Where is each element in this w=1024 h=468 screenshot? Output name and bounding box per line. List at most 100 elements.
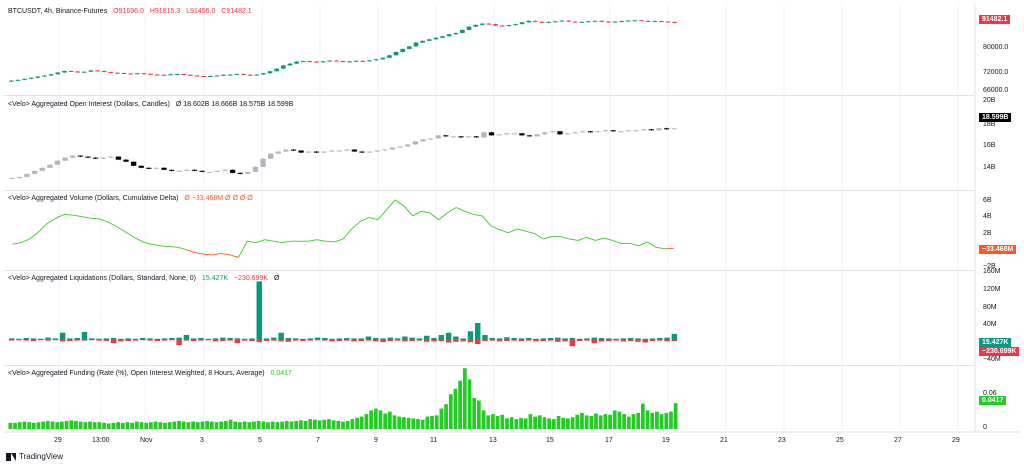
funding-bar <box>453 388 458 429</box>
funding-bar <box>45 420 50 429</box>
oi-candle-body <box>496 134 502 136</box>
liq-long-bar <box>380 338 386 340</box>
price-candle-body <box>241 74 246 76</box>
liq-short-bar <box>387 339 394 341</box>
liq-long-bar <box>576 338 583 340</box>
funding-bar <box>650 412 655 429</box>
liq-short-bar <box>271 339 277 341</box>
liq-short-bar <box>147 339 153 341</box>
price-candle-body <box>108 71 114 73</box>
ohlc-close: C91482.1 <box>221 8 252 15</box>
liq-short-bar <box>416 339 423 341</box>
price-candle-body <box>35 76 41 78</box>
oi-legend-values: Ø 18.602B 18.666B 18.575B 18.599B <box>175 101 294 108</box>
delta-line-segment <box>586 236 596 241</box>
funding-bar <box>350 419 355 429</box>
oi-candle-body <box>359 151 365 153</box>
pane-divider[interactable] <box>4 365 974 366</box>
pane-divider[interactable] <box>4 95 974 96</box>
funding-bar <box>270 421 275 429</box>
oi-candle-body <box>130 161 137 166</box>
liq-short-bar <box>59 339 66 342</box>
liq-short-bar <box>642 339 648 343</box>
oi-candle-body <box>511 133 517 135</box>
price-candle-body <box>188 74 193 76</box>
tradingview-logo-icon <box>6 452 16 461</box>
delta-line-segment <box>186 249 196 254</box>
delta-line-segment <box>481 215 492 227</box>
liq-short-bar <box>489 339 496 341</box>
oi-candle-body <box>351 149 358 152</box>
liq-long-bar <box>511 338 517 340</box>
price-candle-body <box>247 74 253 76</box>
liq-short-bar <box>292 339 299 341</box>
liq-long-bar <box>424 335 430 340</box>
price-candle-body <box>148 73 153 75</box>
liq-short-bar <box>525 339 532 341</box>
liq-short-bar <box>482 339 488 341</box>
price-candle-body <box>327 60 333 62</box>
liq-short-bar <box>74 339 80 341</box>
oi-candle-body <box>115 156 122 160</box>
delta-line-segment <box>229 254 239 258</box>
pane-divider[interactable] <box>4 190 974 191</box>
price-candle-body <box>320 61 326 63</box>
x-tick: 21 <box>720 437 728 444</box>
liq-long-bar <box>525 338 532 340</box>
liq-short-bar <box>635 339 641 342</box>
pane-divider[interactable] <box>4 270 974 271</box>
ohlc-high: H91815.3 <box>149 8 181 15</box>
price-candle-body <box>400 48 406 52</box>
funding-bar <box>655 411 659 429</box>
liq-short-bar <box>329 339 335 342</box>
price-candle-body <box>353 60 359 62</box>
oi-candle-body <box>62 157 68 161</box>
funding-bar <box>322 419 327 429</box>
liq-short-bar <box>620 339 627 342</box>
oi-candle-body <box>420 139 426 142</box>
funding-bar <box>542 417 547 429</box>
liq-short-bar <box>125 339 131 341</box>
liq-long-bar <box>664 337 670 340</box>
funding-bar <box>256 420 261 429</box>
price-tick: 80000.0 <box>983 44 1009 51</box>
funding-bar <box>261 421 266 429</box>
delta-line-segment <box>46 217 57 224</box>
funding-bar <box>233 421 238 429</box>
volume-tick: 6B <box>983 197 992 204</box>
delta-line-segment <box>403 205 413 217</box>
liq-long-bar <box>591 337 597 340</box>
liq-short-bar <box>649 339 656 341</box>
funding-bar <box>622 414 626 429</box>
oi-candle-body <box>580 131 586 133</box>
oi-candle-body <box>283 149 289 152</box>
tradingview-logo[interactable]: TradingView <box>6 452 63 461</box>
price-candle-body <box>201 76 207 78</box>
liq-long-bar <box>620 338 627 340</box>
oi-candle-body <box>184 169 190 171</box>
price-candle-body <box>154 74 160 76</box>
liq-short-bar <box>591 339 597 344</box>
price-candle-body <box>181 74 187 76</box>
funding-bar <box>219 421 224 429</box>
funding-bar <box>486 415 491 429</box>
oi-candle-body <box>207 171 213 173</box>
oi-candle-body <box>427 138 434 140</box>
delta-line-segment <box>81 216 91 219</box>
oi-candle-body <box>473 136 479 138</box>
funding-bar <box>64 420 69 429</box>
price-candle-body <box>493 24 498 26</box>
liq-short-bar <box>343 339 350 341</box>
price-candle-body <box>599 20 605 22</box>
liq-short-bar <box>52 339 59 341</box>
funding-bar <box>673 403 678 429</box>
price-candle-body <box>81 71 87 73</box>
price-candle-body <box>619 21 624 23</box>
delta-line-segment <box>308 239 317 242</box>
liq-long-bar <box>292 338 299 340</box>
funding-bar <box>341 421 345 429</box>
liq-long-bar <box>453 336 459 340</box>
delta-line-segment <box>194 252 204 255</box>
